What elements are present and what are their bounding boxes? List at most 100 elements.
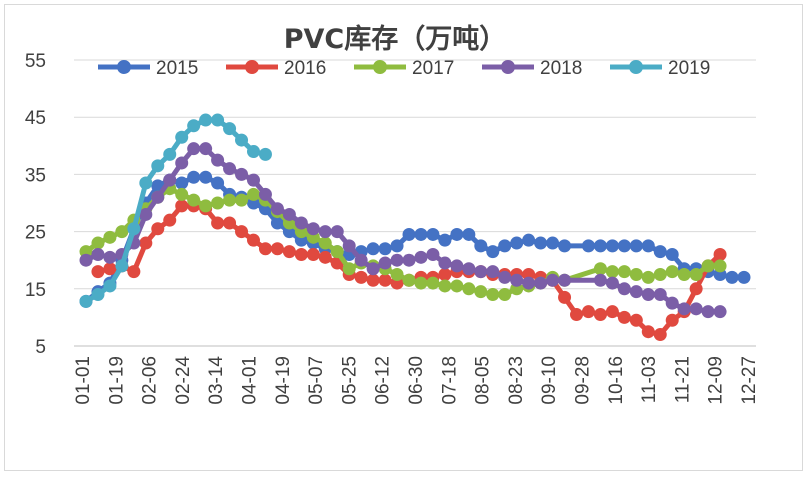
data-point — [163, 213, 177, 227]
data-point — [378, 242, 392, 256]
data-point — [175, 199, 189, 213]
data-point — [617, 265, 631, 279]
y-tick-label: 55 — [25, 51, 46, 72]
data-point — [677, 302, 691, 316]
x-tick-label: 05-07 — [306, 356, 327, 405]
data-point — [354, 253, 368, 267]
data-point — [653, 268, 667, 281]
data-point — [414, 276, 428, 290]
legend-marker — [501, 60, 515, 74]
data-point — [139, 176, 153, 190]
data-point — [139, 207, 153, 221]
data-point — [175, 130, 189, 144]
data-point — [510, 236, 524, 250]
data-point — [689, 282, 703, 296]
axes: 5 15 25 35 45 55 01-01 01-19 02-06 02-24 03-14 04-0… — [25, 51, 760, 405]
data-point — [689, 302, 703, 316]
data-point — [187, 142, 201, 156]
data-point — [617, 282, 631, 296]
data-point — [665, 313, 679, 327]
x-tick-label: 02-06 — [140, 356, 161, 405]
data-point — [79, 294, 93, 308]
data-point — [581, 305, 595, 319]
data-point — [163, 147, 177, 161]
legend-marker — [245, 60, 259, 74]
data-point — [246, 233, 260, 247]
series-2019 — [79, 113, 272, 308]
data-point — [366, 262, 380, 276]
data-point — [593, 273, 607, 287]
data-point — [187, 119, 201, 133]
x-tick-label: 08-05 — [473, 356, 494, 405]
data-point — [258, 242, 272, 256]
data-point — [414, 227, 428, 241]
legend-marker — [629, 60, 643, 74]
series-2018 — [79, 142, 727, 319]
data-point — [534, 236, 548, 250]
data-point — [151, 222, 165, 236]
data-point — [593, 239, 607, 253]
data-point — [211, 176, 225, 190]
data-point — [91, 247, 105, 261]
data-point — [402, 253, 416, 267]
legend-item-2017: 2017 — [354, 58, 454, 79]
data-point — [103, 230, 117, 244]
legend-label: 2019 — [668, 58, 710, 79]
data-point — [665, 296, 679, 310]
data-point — [558, 273, 572, 287]
data-point — [318, 250, 332, 264]
data-point — [187, 193, 201, 207]
data-point — [438, 268, 452, 281]
data-point — [402, 227, 416, 241]
data-point — [558, 290, 572, 304]
data-point — [725, 270, 739, 284]
data-point — [103, 279, 117, 293]
data-point — [629, 285, 643, 299]
data-point — [282, 207, 296, 221]
x-tick-label: 11-03 — [639, 356, 660, 403]
data-point — [270, 202, 284, 216]
data-point — [151, 190, 165, 204]
legend-label: 2017 — [412, 58, 454, 79]
data-point — [414, 250, 428, 264]
data-point — [593, 262, 607, 276]
data-point — [641, 270, 655, 284]
data-point — [605, 265, 619, 279]
x-tick-label: 12-27 — [739, 356, 760, 405]
data-point — [294, 247, 308, 261]
data-point — [438, 233, 452, 247]
data-point — [701, 259, 715, 273]
data-point — [127, 222, 141, 236]
series-lines — [79, 113, 751, 342]
series-line — [84, 117, 267, 304]
x-tick-label: 06-12 — [373, 356, 394, 405]
data-point — [91, 265, 105, 279]
data-point — [486, 245, 500, 259]
data-point — [246, 145, 260, 159]
data-point — [246, 187, 260, 201]
data-point — [653, 328, 667, 342]
x-tick-label: 05-25 — [339, 356, 360, 405]
data-point — [366, 242, 380, 256]
x-tick-label: 09-10 — [539, 356, 560, 405]
data-point — [737, 270, 751, 284]
data-point — [713, 247, 727, 261]
data-point — [498, 239, 512, 253]
data-point — [223, 122, 237, 136]
data-point — [665, 247, 679, 261]
data-point — [342, 262, 356, 276]
data-point — [258, 147, 272, 161]
legend-item-2016: 2016 — [226, 58, 326, 79]
x-tick-label: 09-28 — [573, 356, 594, 405]
data-point — [701, 305, 715, 319]
data-point — [163, 173, 177, 187]
data-point — [677, 268, 691, 281]
data-point — [546, 273, 560, 287]
data-point — [450, 227, 464, 241]
data-point — [115, 225, 129, 239]
data-point — [474, 239, 488, 253]
x-tick-label: 04-01 — [240, 356, 261, 405]
data-point — [151, 159, 165, 173]
data-point — [354, 270, 368, 284]
